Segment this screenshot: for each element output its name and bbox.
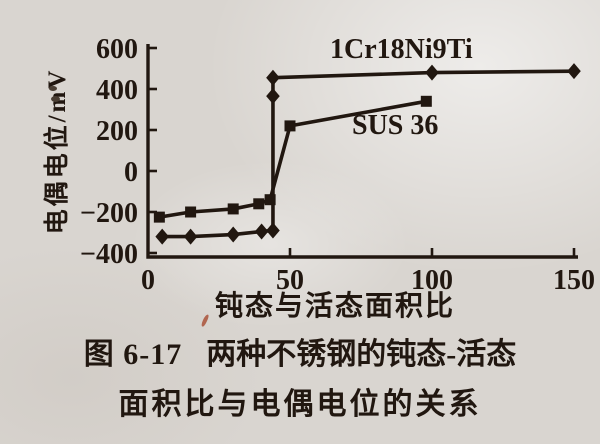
marker-square — [420, 95, 432, 107]
y-tick-label: 0 — [124, 157, 138, 188]
marker-square — [253, 198, 265, 210]
marker-square — [185, 206, 197, 218]
marker-diamond — [425, 64, 439, 81]
axes — [146, 44, 578, 259]
marker-diamond — [266, 69, 280, 86]
y-axis-title: 电偶电位/mV — [44, 67, 71, 235]
y-tick-label: −200 — [80, 198, 138, 229]
marker-diamond — [266, 222, 280, 239]
y-tick-label: 200 — [96, 116, 138, 147]
series-line-1 — [160, 69, 576, 239]
marker-square — [284, 120, 296, 132]
marker-diamond — [567, 63, 581, 80]
x-axis-title: 钝态与活态面积比 — [214, 291, 455, 322]
marker-diamond — [155, 228, 169, 245]
scan-speck — [51, 96, 60, 102]
x-tick-label: 150 — [553, 265, 595, 296]
marker-diamond — [183, 228, 198, 245]
figure-caption-line2: 面积比与电偶电位的关系 — [118, 388, 482, 421]
y-tick-label: 400 — [96, 75, 138, 106]
marker-diamond — [254, 223, 269, 240]
scan-speck — [49, 86, 57, 91]
marker-square — [153, 211, 165, 223]
figure-caption-line1: 图 6-17 两种不锈钢的钝态-活态 — [0, 329, 600, 373]
y-tick-label: −400 — [80, 239, 138, 270]
series-label-1cr18ni9ti: 1Cr18Ni9Ti — [330, 34, 473, 65]
x-tick-label: 0 — [141, 265, 155, 296]
marker-diamond — [266, 88, 280, 105]
figure-title-part1: 两种不锈钢的钝态-活态 — [206, 338, 517, 371]
x-tick-label: 100 — [411, 265, 453, 296]
y-tick-label: 600 — [96, 34, 138, 65]
marker-square — [264, 194, 276, 206]
x-tick-label: 50 — [276, 265, 304, 296]
marker-diamond — [226, 226, 240, 243]
figure-number: 图 6-17 — [83, 338, 183, 371]
marker-square — [227, 203, 239, 215]
series-label-sus36: SUS 36 — [352, 110, 439, 141]
